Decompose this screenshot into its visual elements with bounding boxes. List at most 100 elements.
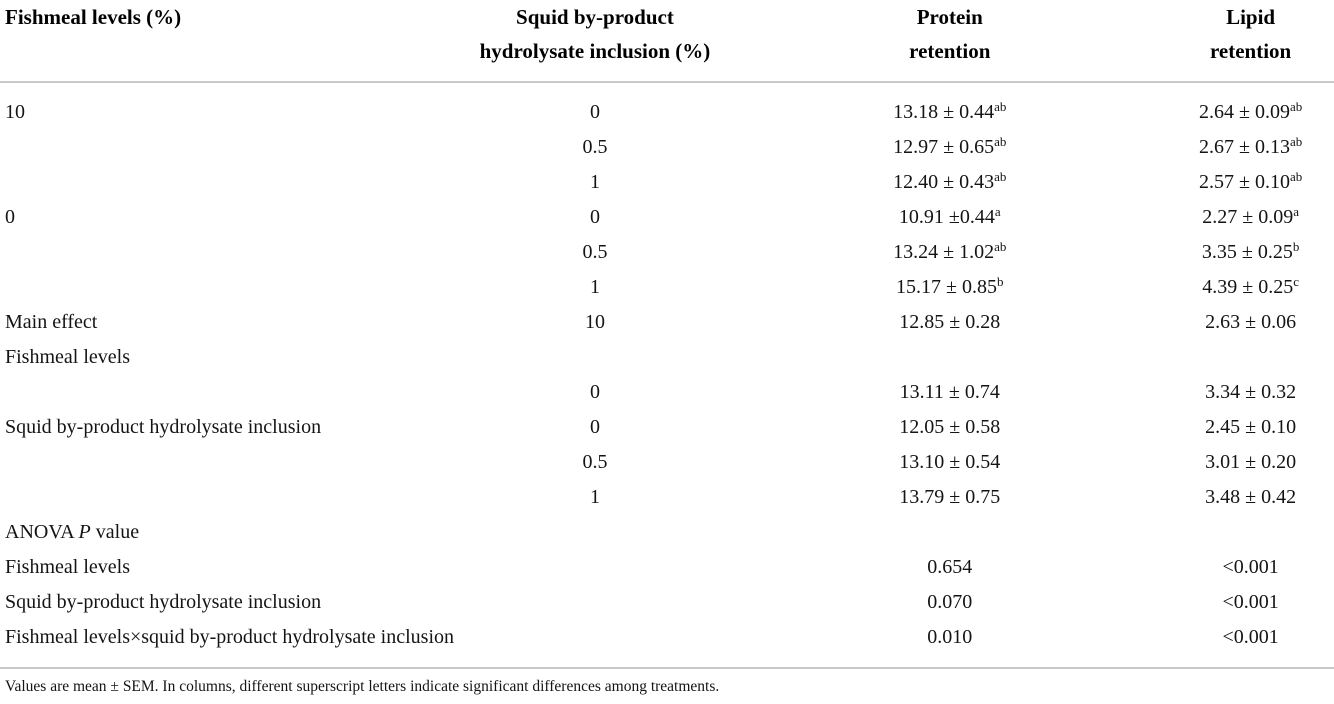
inclusion-cell: 1 xyxy=(458,165,733,200)
protein-retention-cell: 12.40 ± 0.43ab xyxy=(732,165,1167,200)
inclusion-cell: 0.5 xyxy=(458,445,733,480)
protein-retention-cell: 0.070 xyxy=(732,585,1167,620)
protein-value: 0.654 xyxy=(927,556,973,578)
protein-value: 13.24 ± 1.02 xyxy=(893,241,995,263)
protein-superscript: ab xyxy=(994,239,1007,254)
lipid-retention-cell xyxy=(1167,515,1334,550)
lipid-value: <0.001 xyxy=(1222,626,1279,648)
table-row: Squid by-product hydrolysate inclusion 0… xyxy=(0,585,1334,620)
table-row: 0.5 13.24 ± 1.02ab 3.35 ± 0.25b xyxy=(0,235,1334,270)
row-label: Main effect xyxy=(5,311,98,333)
protein-superscript: b xyxy=(997,274,1004,289)
table-row: 0 0 10.91 ±0.44a 2.27 ± 0.09a xyxy=(0,200,1334,235)
table-row: ANOVA P value xyxy=(0,515,1334,550)
protein-value: 13.11 ± 0.74 xyxy=(899,381,1000,403)
row-label: ANOVA xyxy=(5,521,79,543)
protein-retention-cell: 15.17 ± 0.85b xyxy=(732,270,1167,305)
table-body: 10 0 13.18 ± 0.44ab 2.64 ± 0.09ab 0.5 12… xyxy=(0,82,1334,655)
inclusion-value: 0 xyxy=(589,101,600,123)
inclusion-value: 1 xyxy=(589,486,600,508)
protein-value: 10.91 ±0.44 xyxy=(898,206,995,228)
inclusion-cell: 10 xyxy=(458,305,733,340)
lipid-value: 2.27 ± 0.09 xyxy=(1202,206,1294,228)
inclusion-cell: 1 xyxy=(458,480,733,515)
table-row: Fishmeal levels xyxy=(0,340,1334,375)
inclusion-cell: 0 xyxy=(458,200,733,235)
lipid-value: 2.57 ± 0.10 xyxy=(1198,171,1290,193)
row-label-cell: Fishmeal levels xyxy=(0,340,458,375)
inclusion-cell xyxy=(458,340,733,375)
row-label: 0 xyxy=(5,206,15,228)
row-label-cell: Fishmeal levels×squid by-product hydroly… xyxy=(0,620,458,655)
header-protein-line1: Protein xyxy=(916,5,983,29)
header-lipid-line1: Lipid xyxy=(1226,5,1276,29)
inclusion-value: 10 xyxy=(584,311,605,333)
row-label-cell: 10 xyxy=(0,82,458,130)
lipid-superscript: ab xyxy=(1289,99,1303,114)
row-label-cell xyxy=(0,165,458,200)
row-label: 10 xyxy=(5,101,25,123)
protein-retention-cell: 13.79 ± 0.75 xyxy=(732,480,1167,515)
protein-retention-cell: 10.91 ±0.44a xyxy=(732,200,1167,235)
lipid-value: 2.67 ± 0.13 xyxy=(1198,136,1290,158)
protein-retention-cell: 0.654 xyxy=(732,550,1167,585)
row-label-italic: P xyxy=(78,521,91,543)
lipid-retention-cell: 4.39 ± 0.25c xyxy=(1167,270,1334,305)
row-label-cell: Squid by-product hydrolysate inclusion xyxy=(0,410,458,445)
protein-value: 13.18 ± 0.44 xyxy=(893,101,995,123)
lipid-value: 3.48 ± 0.42 xyxy=(1205,486,1297,508)
table-row: 1 12.40 ± 0.43ab 2.57 ± 0.10ab xyxy=(0,165,1334,200)
row-label: Squid by-product hydrolysate inclusion xyxy=(5,591,322,613)
header-row: Fishmeal levels (%) Squid by-product hyd… xyxy=(0,0,1334,83)
row-label: Squid by-product hydrolysate inclusion xyxy=(5,416,322,438)
lipid-retention-cell: <0.001 xyxy=(1167,550,1334,585)
table-row: 1 13.79 ± 0.75 3.48 ± 0.42 xyxy=(0,480,1334,515)
inclusion-value: 0 xyxy=(589,416,600,438)
lipid-retention-cell: <0.001 xyxy=(1167,620,1334,655)
protein-retention-cell xyxy=(732,340,1167,375)
row-label-cell: ANOVA P value xyxy=(0,515,458,550)
protein-retention-cell: 13.24 ± 1.02ab xyxy=(732,235,1167,270)
protein-retention-cell: 13.10 ± 0.54 xyxy=(732,445,1167,480)
lipid-retention-cell xyxy=(1167,340,1334,375)
lipid-retention-cell: <0.001 xyxy=(1167,585,1334,620)
lipid-superscript: a xyxy=(1293,204,1299,219)
table-row: 0.5 12.97 ± 0.65ab 2.67 ± 0.13ab xyxy=(0,130,1334,165)
inclusion-value: 0 xyxy=(589,206,600,228)
lipid-retention-cell: 3.34 ± 0.32 xyxy=(1167,375,1334,410)
table-row: Main effect 10 12.85 ± 0.28 2.63 ± 0.06 xyxy=(0,305,1334,340)
lipid-value: <0.001 xyxy=(1222,591,1279,613)
lipid-value: 2.45 ± 0.10 xyxy=(1205,416,1297,438)
row-label-cell xyxy=(0,480,458,515)
lipid-superscript: c xyxy=(1293,274,1299,289)
row-label: Fishmeal levels×squid by-product hydroly… xyxy=(5,626,454,648)
protein-value: 0.010 xyxy=(927,626,973,648)
inclusion-value: 1 xyxy=(589,171,600,193)
row-label-cell: Fishmeal levels xyxy=(0,550,458,585)
inclusion-value: 0.5 xyxy=(582,136,608,158)
protein-value: 13.79 ± 0.75 xyxy=(899,486,1001,508)
lipid-value: 2.63 ± 0.06 xyxy=(1205,311,1297,333)
header-protein-line2: retention xyxy=(909,39,991,63)
row-label-cell xyxy=(0,130,458,165)
header-squid-inclusion: Squid by-product hydrolysate inclusion (… xyxy=(457,0,733,83)
lipid-retention-cell: 2.57 ± 0.10ab xyxy=(1167,165,1334,200)
table-row: 0.5 13.10 ± 0.54 3.01 ± 0.20 xyxy=(0,445,1334,480)
footnote-divider: Values are mean ± SEM. In columns, diffe… xyxy=(0,667,1334,697)
table-row: 10 0 13.18 ± 0.44ab 2.64 ± 0.09ab xyxy=(0,82,1334,130)
table-row: Fishmeal levels 0.654 <0.001 xyxy=(0,550,1334,585)
lipid-retention-cell: 2.64 ± 0.09ab xyxy=(1167,82,1334,130)
protein-value: 12.40 ± 0.43 xyxy=(893,171,995,193)
lipid-superscript: b xyxy=(1292,239,1300,254)
header-protein-retention: Protein retention xyxy=(732,0,1168,83)
protein-value: 15.17 ± 0.85 xyxy=(896,276,998,298)
lipid-retention-cell: 2.45 ± 0.10 xyxy=(1167,410,1334,445)
inclusion-cell: 0 xyxy=(458,375,733,410)
protein-value: 13.10 ± 0.54 xyxy=(899,451,1001,473)
row-label-suffix: value xyxy=(90,521,140,543)
header-fishmeal-levels-label: Fishmeal levels (%) xyxy=(5,5,182,29)
protein-superscript: ab xyxy=(994,99,1007,114)
table-row: Squid by-product hydrolysate inclusion 0… xyxy=(0,410,1334,445)
lipid-superscript: ab xyxy=(1289,134,1303,149)
header-fishmeal-levels: Fishmeal levels (%) xyxy=(0,0,458,83)
